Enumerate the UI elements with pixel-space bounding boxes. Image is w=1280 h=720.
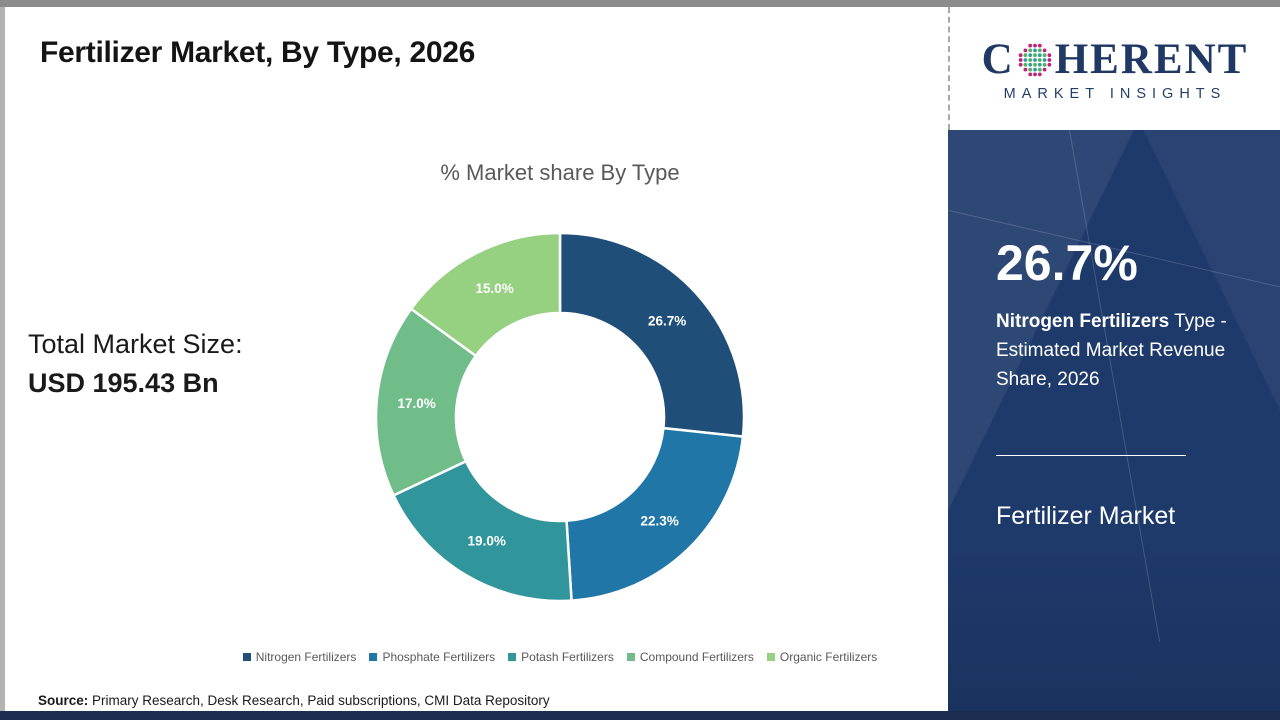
legend-swatch — [369, 653, 378, 661]
total-market-size-value: USD 195.43 Bn — [28, 368, 219, 399]
highlight-segment-name: Nitrogen Fertilizers — [996, 311, 1170, 332]
dotted-globe-o-icon — [1018, 43, 1052, 76]
source-note: Source: Primary Research, Desk Research,… — [38, 693, 550, 708]
report-market-name: Fertilizer Market — [996, 502, 1176, 530]
highlight-sidebar: 26.7% Nitrogen Fertilizers Type - Estima… — [948, 130, 1280, 711]
sidebar-divider — [996, 455, 1186, 456]
donut-slice-5 — [409, 231, 562, 358]
legend-item: Phosphate Fertilizers — [369, 650, 495, 664]
legend-label: Compound Fertilizers — [639, 650, 754, 664]
total-market-size-label: Total Market Size: — [28, 329, 243, 359]
legend-item: Nitrogen Fertilizers — [242, 650, 357, 664]
legend-label: Organic Fertilizers — [779, 650, 878, 664]
chart-legend: Nitrogen Fertilizers Phosphate Fertilizer… — [110, 650, 1010, 664]
highlight-description-rest: Type - Estimated Market Revenue Share, 2… — [996, 311, 1227, 390]
legend-swatch — [626, 653, 635, 661]
donut-slice-2 — [565, 426, 745, 602]
legend-item: Organic Fertilizers — [766, 650, 878, 664]
top-frame-bar — [0, 0, 1280, 7]
brand-letters-rest: HERENT — [1054, 36, 1249, 83]
highlight-value: 26.7% — [996, 235, 1138, 291]
legend-label: Potash Fertilizers — [521, 650, 614, 664]
slice-label: 15.0% — [475, 281, 513, 296]
legend-swatch — [766, 653, 775, 661]
donut-slice-1 — [558, 231, 746, 438]
legend-swatch — [508, 653, 517, 661]
brand-logo: C HERENT MARKET INSIGHTS — [948, 7, 1280, 130]
page-title: Fertilizer Market, By Type, 2026 — [40, 36, 476, 69]
highlight-description: Nitrogen Fertilizers Type - Estimated Ma… — [996, 308, 1241, 395]
brand-letter-c: C — [981, 36, 1015, 83]
source-label: Source: — [38, 693, 89, 708]
map-texture — [948, 130, 1280, 711]
donut-chart: 26.7% 22.3% 19.0% 17.0% 15.0% — [350, 207, 770, 627]
donut-slice-3 — [392, 460, 573, 603]
donut-chart-svg: 26.7% 22.3% 19.0% 17.0% 15.0% — [374, 231, 746, 603]
legend-item: Potash Fertilizers — [508, 650, 614, 664]
chart-title: % Market share By Type — [440, 160, 680, 185]
left-frame-border — [0, 7, 5, 711]
slice-label: 17.0% — [397, 396, 435, 411]
legend-swatch — [242, 653, 251, 661]
total-market-size: Total Market Size: USD 195.43 Bn — [28, 325, 243, 403]
brand-subtitle: MARKET INSIGHTS — [1003, 86, 1227, 102]
legend-label: Phosphate Fertilizers — [382, 650, 496, 664]
slice-label: 26.7% — [648, 313, 686, 328]
brand-wordmark: C HERENT — [982, 35, 1249, 84]
slice-label: 22.3% — [640, 514, 678, 529]
legend-label: Nitrogen Fertilizers — [255, 650, 357, 664]
bottom-frame-bar — [0, 711, 1280, 720]
legend-item: Compound Fertilizers — [626, 650, 754, 664]
source-text: Primary Research, Desk Research, Paid su… — [88, 693, 550, 708]
slice-label: 19.0% — [468, 533, 506, 548]
